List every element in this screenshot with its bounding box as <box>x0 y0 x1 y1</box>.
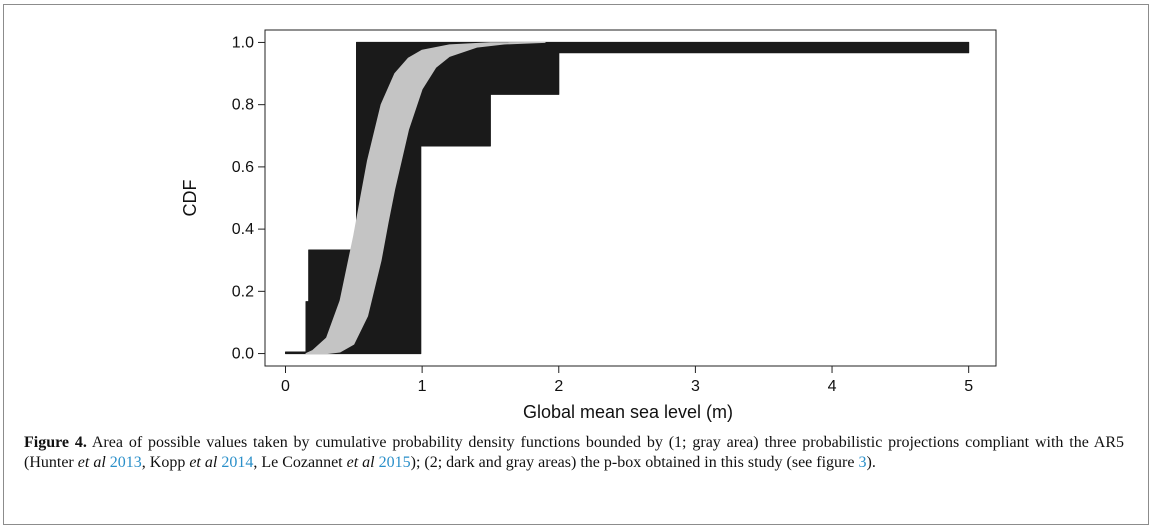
caption-text: ); (2; dark and gray areas) the p-box ob… <box>410 454 859 471</box>
citation-link[interactable]: 2013 <box>109 454 142 471</box>
citation-link[interactable]: 2015 <box>378 454 411 471</box>
caption-text: ). <box>866 454 876 471</box>
figure-caption: Figure 4. Area of possible values taken … <box>24 433 1124 473</box>
x-tick-label: 3 <box>691 378 700 395</box>
dark-area <box>285 41 970 355</box>
caption-text: , Kopp <box>141 454 190 471</box>
caption-text: , Le Cozannet <box>253 454 347 471</box>
figure-reference-link[interactable]: 3 <box>858 454 867 471</box>
figure-frame <box>3 4 1149 525</box>
caption-etal: et al <box>346 454 375 471</box>
citation-link[interactable]: 2014 <box>221 454 254 471</box>
y-tick-label: 0.2 <box>232 283 254 300</box>
x-tick-label: 1 <box>418 378 427 395</box>
y-axis-label: CDF <box>180 180 200 217</box>
y-tick-label: 0.4 <box>232 221 254 238</box>
axis-ticks: 0 1 2 3 4 5 0.0 0.2 0.4 0.6 0.8 1.0 <box>232 34 973 395</box>
plot-frame <box>264 29 997 367</box>
x-axis-label: Global mean sea level (m) <box>523 402 733 422</box>
x-tick-label: 2 <box>554 378 563 395</box>
caption-etal: et al <box>189 454 218 471</box>
x-tick-label: 4 <box>828 378 837 395</box>
x-tick-label: 5 <box>964 378 973 395</box>
caption-label: Figure 4. <box>24 434 87 451</box>
y-tick-label: 0.8 <box>232 97 254 114</box>
data-areas <box>285 41 970 355</box>
y-tick-label: 0.0 <box>232 346 254 363</box>
cdf-chart: 0 1 2 3 4 5 0.0 0.2 0.4 0.6 0.8 1.0 Global mean sea… <box>180 29 997 422</box>
caption-etal: et al <box>77 454 106 471</box>
y-tick-label: 0.6 <box>232 159 254 176</box>
caption-text: Area of possible values taken by cumulat… <box>24 434 1124 471</box>
x-tick-label: 0 <box>281 378 290 395</box>
y-tick-label: 1.0 <box>232 34 254 51</box>
gray-area <box>305 41 546 355</box>
